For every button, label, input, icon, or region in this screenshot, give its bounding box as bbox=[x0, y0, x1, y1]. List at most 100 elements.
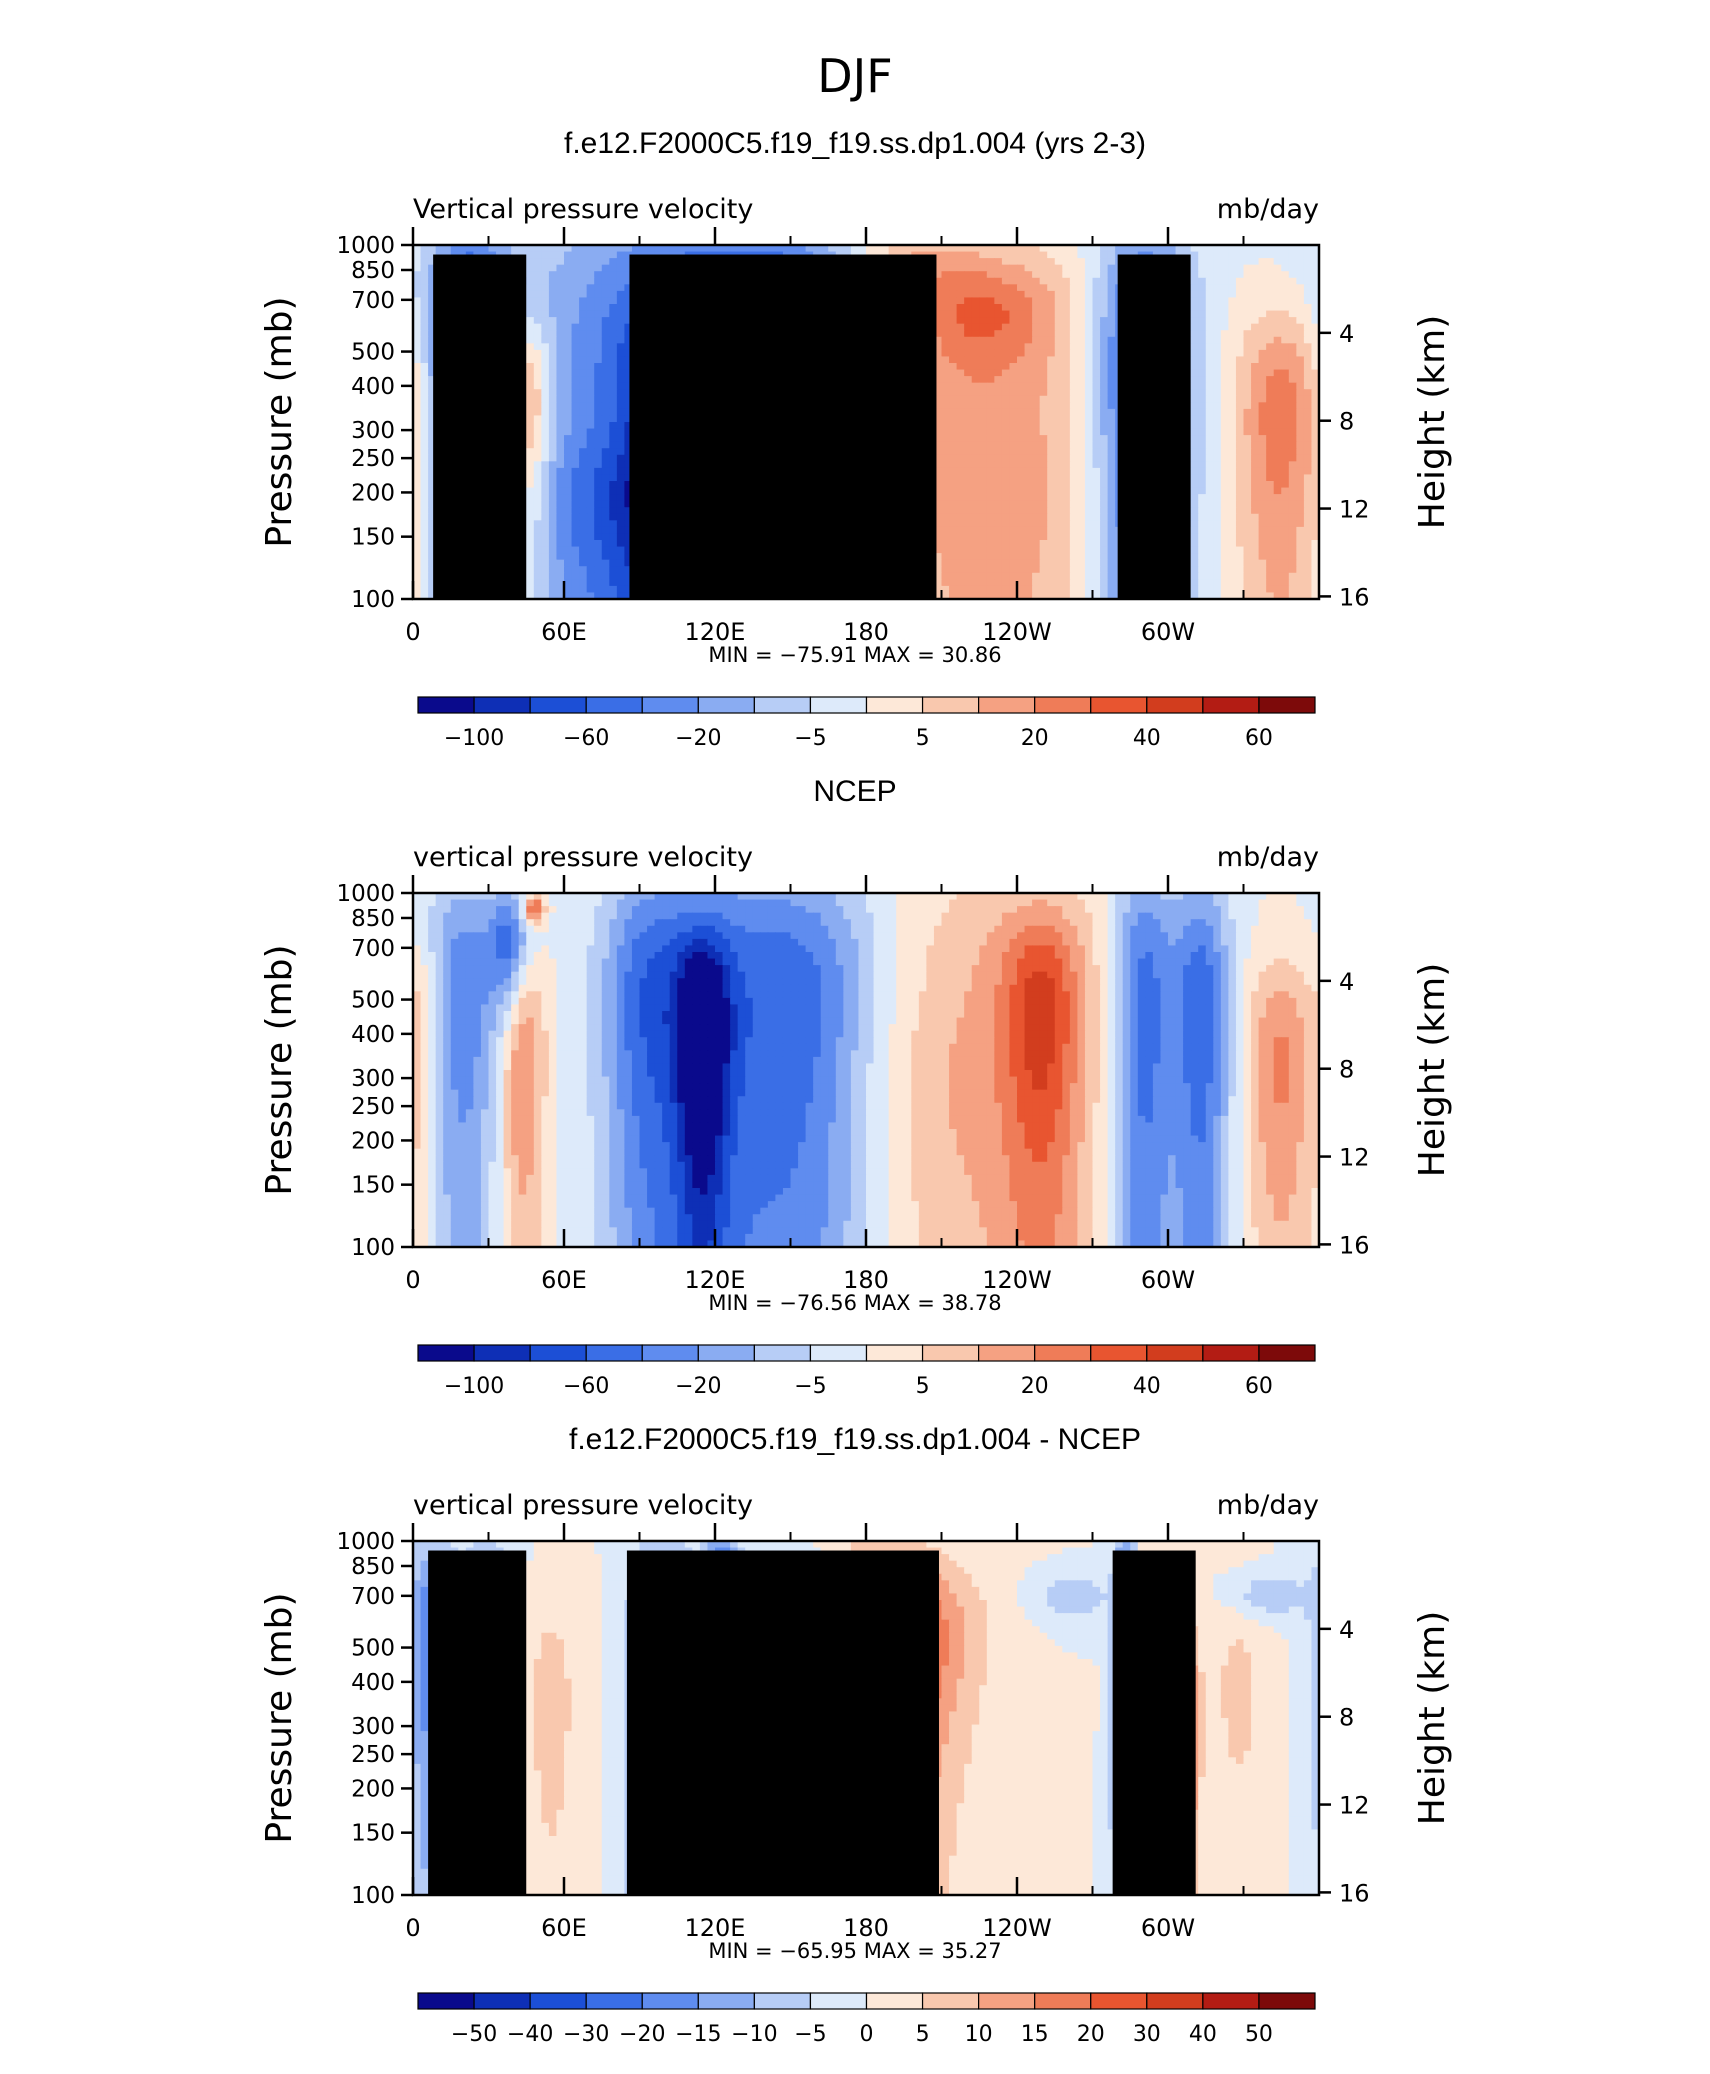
units-label: mb/day bbox=[1217, 842, 1319, 873]
x-tick-label: 60E bbox=[541, 1266, 587, 1294]
colorbar-swatch bbox=[417, 1344, 475, 1362]
height-tick-label: 4 bbox=[1339, 320, 1354, 348]
y-tick-label: 150 bbox=[351, 525, 395, 551]
colorbar-swatch bbox=[978, 696, 1036, 714]
panel-title: NCEP bbox=[813, 775, 896, 808]
colorbar-label: −20 bbox=[675, 1374, 721, 1399]
y-tick-label: 200 bbox=[351, 1776, 395, 1802]
colorbar-swatch bbox=[473, 696, 531, 714]
y-tick-label: 500 bbox=[351, 340, 395, 366]
colorbar-swatch bbox=[865, 1344, 924, 1362]
colorbar-label: −60 bbox=[563, 1374, 609, 1399]
x-tick-label: 0 bbox=[405, 618, 420, 646]
colorbar-swatch bbox=[1090, 696, 1148, 714]
colorbar-label: 5 bbox=[916, 2022, 930, 2047]
colorbar-label: 15 bbox=[1021, 2022, 1049, 2047]
colorbar-swatch bbox=[1146, 1992, 1204, 2010]
min-max-stats: MIN = −75.91 MAX = 30.86 bbox=[708, 643, 1001, 667]
height-tick-label: 16 bbox=[1339, 1231, 1370, 1259]
colorbar-swatch bbox=[641, 1344, 699, 1362]
y-axis-label: Pressure (mb) bbox=[259, 944, 300, 1195]
x-tick-label: 0 bbox=[405, 1914, 420, 1942]
y-tick-label: 250 bbox=[351, 446, 395, 472]
colorbar-label: 60 bbox=[1245, 726, 1273, 751]
colorbar-swatch bbox=[865, 696, 924, 714]
topography-mask bbox=[491, 268, 517, 599]
colorbar: −100 −60 −20 −5 5 20 40 60 bbox=[417, 1344, 1316, 1399]
colorbar-label: −100 bbox=[444, 726, 504, 751]
chart-panel-3: f.e12.F2000C5.f19_f19.ss.dp1.004 - NCEP v… bbox=[259, 1423, 1453, 2047]
colorbar-label: 60 bbox=[1245, 1374, 1273, 1399]
y-tick-label: 400 bbox=[351, 1022, 395, 1048]
x-tick-label: 60W bbox=[1141, 618, 1195, 646]
variable-label: vertical pressure velocity bbox=[413, 1490, 753, 1521]
topography-mask bbox=[1112, 1550, 1196, 1895]
colorbar-swatch bbox=[809, 1344, 868, 1362]
height-tick-label: 12 bbox=[1339, 1144, 1370, 1172]
x-tick-label: 60W bbox=[1141, 1914, 1195, 1942]
y-axis-right-label: Height (km) bbox=[1412, 315, 1453, 529]
colorbar-label: 40 bbox=[1133, 726, 1161, 751]
y-tick-label: 500 bbox=[351, 1636, 395, 1662]
colorbar-swatch bbox=[1258, 1992, 1316, 2010]
topography-mask bbox=[626, 1550, 939, 1895]
colorbar-swatch bbox=[753, 1344, 812, 1362]
colorbar-swatch bbox=[417, 1992, 475, 2010]
y-tick-label: 500 bbox=[351, 988, 395, 1014]
colorbar-swatch bbox=[753, 1992, 812, 2010]
y-tick-label: 1000 bbox=[336, 233, 395, 259]
figure-title: DJF bbox=[817, 49, 892, 103]
colorbar-swatch bbox=[1146, 696, 1204, 714]
y-tick-label: 300 bbox=[351, 418, 395, 444]
colorbar-swatch bbox=[1202, 1344, 1260, 1362]
colorbar-swatch bbox=[473, 1992, 531, 2010]
colorbar-label: −5 bbox=[794, 726, 826, 751]
field-contours bbox=[413, 893, 1320, 1248]
colorbar-label: 40 bbox=[1133, 1374, 1161, 1399]
topography-mask bbox=[1117, 254, 1191, 599]
colorbar-swatch bbox=[809, 696, 868, 714]
colorbar-swatch bbox=[697, 696, 755, 714]
x-tick-label: 0 bbox=[405, 1266, 420, 1294]
colorbar: −50 −40 −30 −20 −15 −10 −5 0 5 10 15 20 30 40 50 bbox=[417, 1992, 1316, 2047]
topography-mask bbox=[629, 254, 937, 599]
x-tick-label: 60E bbox=[541, 1914, 587, 1942]
colorbar-label: 20 bbox=[1021, 1374, 1049, 1399]
colorbar-swatch bbox=[1034, 1344, 1092, 1362]
colorbar-label: 0 bbox=[860, 2022, 874, 2047]
colorbar-swatch bbox=[1034, 1992, 1092, 2010]
colorbar-swatch bbox=[1258, 1344, 1316, 1362]
min-max-stats: MIN = −65.95 MAX = 35.27 bbox=[708, 1939, 1001, 1963]
y-tick-label: 700 bbox=[351, 1584, 395, 1610]
colorbar-swatch bbox=[809, 1992, 868, 2010]
colorbar-swatch bbox=[529, 696, 587, 714]
colorbar-swatch bbox=[697, 1992, 755, 2010]
y-axis-label: Pressure (mb) bbox=[259, 296, 300, 547]
colorbar-swatch bbox=[865, 1992, 924, 2010]
x-tick-label: 60W bbox=[1141, 1266, 1195, 1294]
colorbar-swatch bbox=[641, 1992, 699, 2010]
colorbar-swatch bbox=[1090, 1344, 1148, 1362]
x-tick-label: 180 bbox=[843, 618, 889, 646]
height-tick-label: 8 bbox=[1339, 408, 1354, 436]
y-tick-label: 1000 bbox=[336, 881, 395, 907]
colorbar-label: −20 bbox=[675, 726, 721, 751]
topography-mask bbox=[485, 1564, 519, 1895]
y-tick-label: 250 bbox=[351, 1094, 395, 1120]
height-tick-label: 4 bbox=[1339, 968, 1354, 996]
x-tick-label: 120E bbox=[685, 1914, 746, 1942]
colorbar-swatch bbox=[417, 696, 475, 714]
colorbar-label: 20 bbox=[1021, 726, 1049, 751]
y-tick-label: 1000 bbox=[336, 1529, 395, 1555]
x-tick-label: 60E bbox=[541, 618, 587, 646]
height-tick-label: 12 bbox=[1339, 496, 1370, 524]
colorbar-swatch bbox=[1090, 1992, 1148, 2010]
colorbar-swatch bbox=[1034, 696, 1092, 714]
colorbar-swatch bbox=[753, 696, 812, 714]
y-axis-label: Pressure (mb) bbox=[259, 1592, 300, 1843]
colorbar-swatch bbox=[529, 1992, 587, 2010]
colorbar-swatch bbox=[921, 1344, 980, 1362]
colorbar-label: −100 bbox=[444, 1374, 504, 1399]
colorbar-swatch bbox=[1202, 696, 1260, 714]
